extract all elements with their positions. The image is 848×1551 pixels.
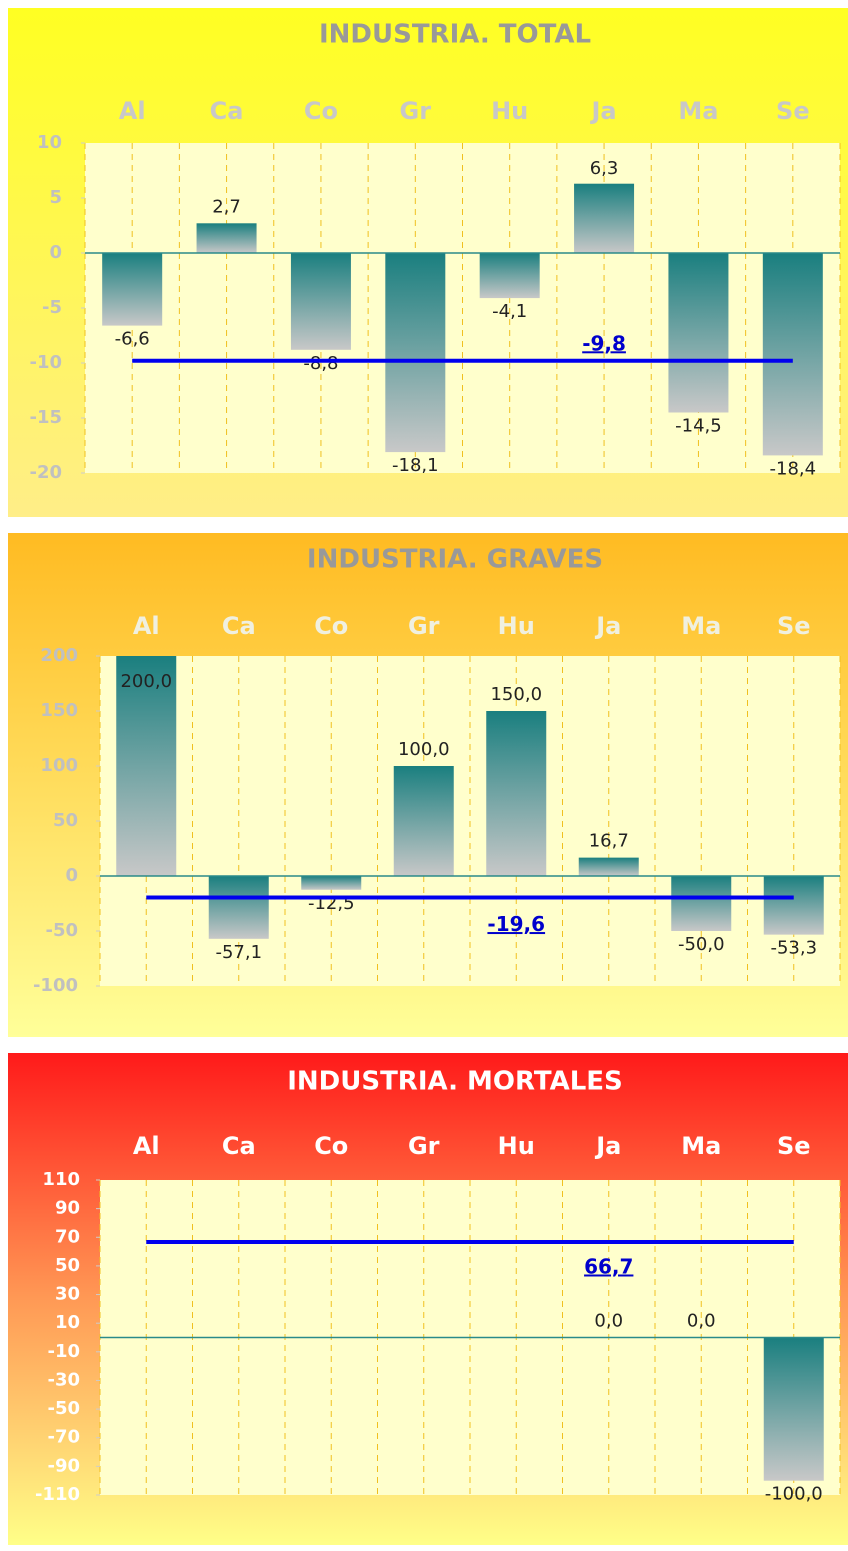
x-tick-label: Al: [133, 612, 160, 640]
x-tick-label: Al: [133, 1132, 160, 1160]
x-tick-label: Ca: [222, 1132, 256, 1160]
bar: [578, 857, 639, 876]
value-label: -4,1: [492, 301, 527, 322]
y-tick-label: -20: [29, 462, 62, 483]
y-tick-label: 50: [55, 1255, 80, 1276]
x-tick-label: Se: [777, 1132, 811, 1160]
y-tick-label: 0: [49, 242, 62, 263]
x-tick-label: Gr: [408, 612, 440, 640]
y-tick-label: -10: [47, 1341, 80, 1362]
x-tick-label: Co: [314, 612, 348, 640]
bar: [671, 876, 732, 931]
x-tick-label: Gr: [408, 1132, 440, 1160]
value-label: -100,0: [765, 1484, 823, 1505]
y-tick-label: -50: [45, 920, 78, 941]
bar: [301, 876, 362, 890]
value-label: -53,3: [770, 938, 817, 959]
x-tick-label: Co: [314, 1132, 348, 1160]
bar: [763, 1337, 824, 1481]
value-label: 150,0: [490, 684, 542, 705]
value-label: -6,6: [115, 329, 150, 350]
y-tick-label: 30: [55, 1284, 80, 1305]
y-tick-label: 90: [55, 1198, 80, 1219]
y-tick-label: -30: [47, 1369, 80, 1390]
x-tick-label: Ca: [222, 612, 256, 640]
x-tick-label: Ja: [590, 97, 617, 125]
y-tick-label: -100: [33, 975, 78, 996]
y-tick-label: 10: [55, 1312, 80, 1333]
bar: [393, 766, 454, 876]
average-label: 66,7: [584, 1254, 633, 1278]
bar: [116, 656, 177, 876]
y-tick-label: -110: [35, 1484, 80, 1505]
y-tick-label: -70: [47, 1427, 80, 1448]
x-tick-label: Ja: [594, 1132, 621, 1160]
y-tick-label: 70: [55, 1226, 80, 1247]
bar: [479, 253, 540, 299]
value-label: 0,0: [594, 1311, 623, 1332]
y-tick-label: 10: [37, 132, 62, 153]
panel-graves: INDUSTRIA. GRAVES -100 -50 0 50 100 150 200 Al 20…: [8, 533, 848, 1037]
chart-title: INDUSTRIA. TOTAL: [319, 20, 591, 50]
bar: [762, 253, 823, 456]
value-label: -18,1: [392, 455, 439, 476]
y-tick-label: -5: [42, 297, 62, 318]
x-tick-label: Co: [304, 97, 338, 125]
y-tick-label: 200: [40, 645, 78, 666]
bar: [290, 253, 351, 350]
panel-total: INDUSTRIA. TOTAL -20 -15 -10 -5 0 5 10 Al -6,6 Ca 2…: [8, 8, 848, 517]
average-label: -19,6: [487, 912, 545, 936]
x-tick-label: Hu: [498, 1132, 535, 1160]
chart-title: INDUSTRIA. MORTALES: [287, 1067, 623, 1097]
y-tick-label: 0: [65, 865, 78, 886]
x-tick-label: Ma: [678, 97, 718, 125]
y-tick-label: -15: [29, 407, 62, 428]
y-tick-label: -10: [29, 352, 62, 373]
x-tick-label: Ca: [210, 97, 244, 125]
value-label: 0,0: [687, 1311, 716, 1332]
x-tick-label: Hu: [491, 97, 528, 125]
value-label: -14,5: [675, 416, 722, 437]
y-tick-label: -50: [47, 1398, 80, 1419]
bar: [574, 183, 635, 253]
x-tick-label: Hu: [498, 612, 535, 640]
value-label: 100,0: [398, 739, 450, 760]
value-label: 200,0: [120, 671, 172, 692]
value-label: 2,7: [212, 196, 241, 217]
x-tick-label: Al: [119, 97, 146, 125]
value-label: -50,0: [678, 934, 725, 955]
y-tick-label: -90: [47, 1455, 80, 1476]
bar: [763, 876, 824, 935]
y-tick-label: 5: [49, 187, 62, 208]
y-tick-label: 50: [53, 810, 78, 831]
x-tick-label: Gr: [400, 97, 432, 125]
bar: [208, 876, 269, 939]
bar: [385, 253, 446, 453]
value-label: 6,3: [590, 158, 619, 179]
x-tick-label: Se: [777, 612, 811, 640]
x-tick-label: Ma: [681, 1132, 721, 1160]
value-label: -57,1: [215, 942, 262, 963]
value-label: 16,7: [589, 831, 629, 852]
value-label: -18,4: [770, 458, 817, 479]
bar: [196, 223, 257, 253]
value-label: -8,8: [303, 353, 338, 374]
x-tick-label: Se: [776, 97, 810, 125]
y-tick-label: 150: [40, 700, 78, 721]
x-tick-label: Ma: [681, 612, 721, 640]
y-tick-label: 110: [42, 1169, 80, 1190]
x-tick-label: Ja: [594, 612, 621, 640]
bar: [486, 711, 547, 876]
panel-mortales: INDUSTRIA. MORTALES -110 -90 -70 -50 -30 -10 10…: [8, 1053, 848, 1545]
bar: [668, 253, 729, 413]
bar: [102, 253, 163, 326]
chart-title: INDUSTRIA. GRAVES: [307, 545, 603, 575]
average-label: -9,8: [582, 331, 626, 355]
y-tick-label: 100: [40, 755, 78, 776]
